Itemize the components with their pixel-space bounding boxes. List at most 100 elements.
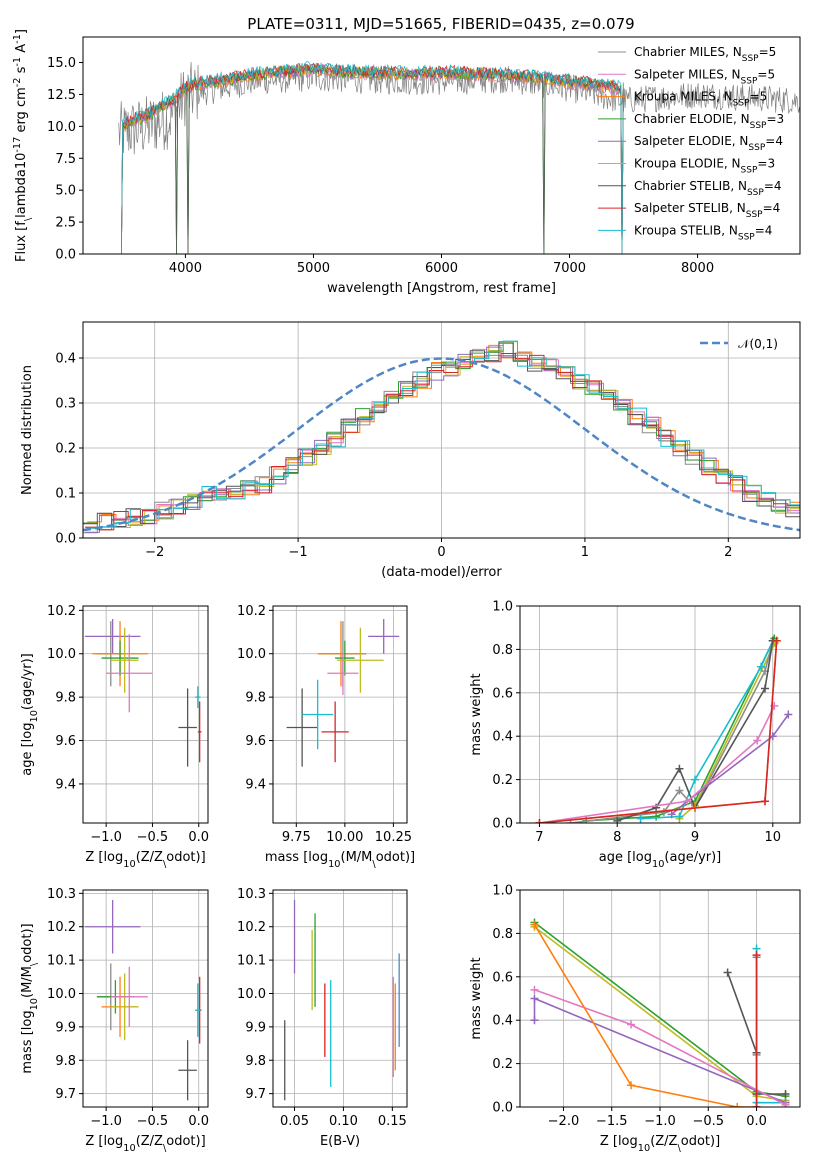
series-marker — [757, 662, 766, 671]
plot-area — [84, 900, 202, 1101]
legend: 𝒩(0,1) — [700, 337, 778, 351]
y-tick-label: 10.0 — [47, 647, 76, 662]
errorbar-point — [195, 686, 201, 708]
y-tick-label: 2.5 — [55, 216, 76, 231]
series-marker — [753, 736, 762, 745]
x-tick-label: −0.5 — [137, 830, 169, 845]
x-tick-label: 7000 — [553, 261, 586, 276]
y-tick-label: 0.0 — [55, 532, 76, 547]
series-marker — [530, 920, 539, 929]
axes-frame — [272, 605, 408, 824]
errorbar-point — [110, 966, 148, 1027]
series-marker — [691, 775, 699, 784]
series-marker — [761, 684, 769, 693]
y-tick-label: 0.8 — [492, 643, 513, 658]
x-tick-label: 10 — [765, 830, 782, 845]
panel-age_vs_Z: −1.0 −0.5 0.0 9.4 9.6 9.8 10.0 10.2 Z [log10(Z/Z… — [20, 604, 209, 870]
y-tick-label: 10.1 — [47, 954, 76, 969]
y-tick-label: 10.1 — [237, 954, 266, 969]
errorbar-point — [110, 627, 139, 693]
y-tick-label: 0.3 — [55, 397, 76, 412]
x-tick-label: −1.0 — [90, 1114, 122, 1129]
model-spectrum-8 — [121, 60, 624, 254]
series-marker — [683, 797, 692, 806]
x-tick-label: −1.0 — [644, 1114, 676, 1129]
y-tick-label: 10.3 — [237, 887, 266, 902]
plot-area — [535, 634, 793, 823]
y-tick-label: 10.2 — [47, 920, 76, 935]
x-tick-label: 0.15 — [378, 1114, 407, 1129]
errorbar-point — [197, 701, 202, 763]
series-line-7 — [539, 640, 778, 823]
panel-weight_vs_Z: −2.0 −1.5 −1.0 −0.5 0.0 0.0 0.2 0.4 0.6 0.8 1.0 Z [… — [469, 884, 801, 1154]
errorbar-point — [84, 900, 141, 954]
y-tick-label: 0.4 — [55, 352, 76, 367]
plot-area — [118, 60, 800, 254]
y-tick-label: 0.6 — [492, 686, 513, 701]
errorbar-point — [178, 1040, 197, 1101]
x-tick-label: 8000 — [681, 261, 714, 276]
y-tick-label: 9.7 — [55, 1087, 76, 1102]
panel-age_vs_mass: 9.75 10.00 10.25 9.4 9.6 9.8 10.0 10.2 mass [log… — [237, 604, 415, 870]
series-marker — [772, 636, 781, 645]
x-tick-label: −2.0 — [548, 1114, 580, 1129]
series-marker — [613, 816, 622, 823]
y-tick-label: 1.0 — [492, 884, 513, 899]
errorbar-point — [286, 688, 318, 767]
errorbar-point — [317, 621, 365, 687]
y-tick-label: 0.4 — [492, 730, 513, 745]
panel-mass_vs_EBV: 0.05 0.10 0.15 9.7 9.8 9.9 10.0 10.1 10.2 10.3 E(B… — [237, 887, 408, 1149]
x-tick-label: 9.75 — [282, 830, 311, 845]
legend-entry: Salpeter ELODIE, NSSP=4 — [634, 134, 783, 153]
x-tick-label: −0.5 — [137, 1114, 169, 1129]
x-tick-label: 0.0 — [746, 1114, 767, 1129]
y-tick-label: 9.7 — [245, 1087, 266, 1102]
series-marker — [530, 994, 539, 1003]
legend-entry: Salpeter MILES, NSSP=5 — [634, 67, 775, 86]
panel-residuals: −2 −1 0 1 2 0.0 0.1 0.2 0.3 0.4 (data-model)/error… — [20, 321, 801, 580]
x-axis-label: age [log10(age/yr)] — [599, 850, 722, 870]
y-tick-label: 0.6 — [492, 970, 513, 985]
x-tick-label: 0.10 — [329, 1114, 358, 1129]
y-tick-label: 9.8 — [245, 1054, 266, 1069]
y-axis-label: Normed distribution — [20, 365, 35, 495]
y-tick-label: 0.1 — [55, 487, 76, 502]
y-tick-label: 0.0 — [492, 817, 513, 832]
y-axis-label: age [log10(age/yr)] — [20, 653, 40, 776]
y-axis-label: Flux [f\lambda10-17 erg cm-2 s-1 A-1] — [12, 29, 34, 262]
y-tick-label: 0.0 — [55, 248, 76, 263]
series-marker — [627, 1081, 636, 1090]
y-tick-label: 9.9 — [55, 1020, 76, 1035]
series-marker — [784, 710, 793, 719]
series-line-7 — [533, 924, 757, 1107]
y-tick-label: 5.0 — [55, 184, 76, 199]
histogram-2 — [87, 344, 800, 523]
legend: Chabrier MILES, NSSP=5 Salpeter MILES, NS… — [598, 45, 784, 242]
y-tick-label: 9.8 — [55, 1054, 76, 1069]
errorbar-point — [337, 627, 384, 693]
series-marker — [659, 808, 668, 817]
x-tick-label: −1 — [289, 545, 308, 560]
series-line-4 — [616, 640, 774, 822]
x-axis-label: E(B-V) — [320, 1134, 360, 1149]
series-marker — [781, 1089, 790, 1098]
legend-entry: Salpeter STELIB, NSSP=4 — [634, 201, 780, 220]
axes: −2.0 −1.5 −1.0 −0.5 0.0 0.0 0.2 0.4 0.6 0.8 1.0 Z [… — [469, 884, 801, 1154]
axes-frame — [272, 889, 408, 1108]
series-marker — [667, 810, 676, 819]
y-tick-label: 10.0 — [237, 987, 266, 1002]
y-tick-label: 0.8 — [492, 927, 513, 942]
errorbar-point — [101, 640, 139, 676]
y-tick-label: 9.6 — [55, 734, 76, 749]
legend-entry: Chabrier MILES, NSSP=5 — [634, 45, 776, 64]
series-line-0 — [586, 638, 776, 822]
y-tick-label: 10.0 — [237, 647, 266, 662]
panels: 4000 5000 6000 7000 80000.02.55.07.510.012.5… — [12, 29, 801, 1154]
errorbar-point — [302, 679, 334, 750]
y-tick-label: 9.6 — [245, 734, 266, 749]
series-line-8 — [539, 640, 778, 823]
plot-area — [84, 619, 202, 767]
series-line-2 — [640, 640, 774, 820]
y-tick-label: 0.2 — [492, 1057, 513, 1072]
axes: 0.05 0.10 0.15 9.7 9.8 9.9 10.0 10.1 10.2 10.3 E(B… — [237, 887, 408, 1149]
